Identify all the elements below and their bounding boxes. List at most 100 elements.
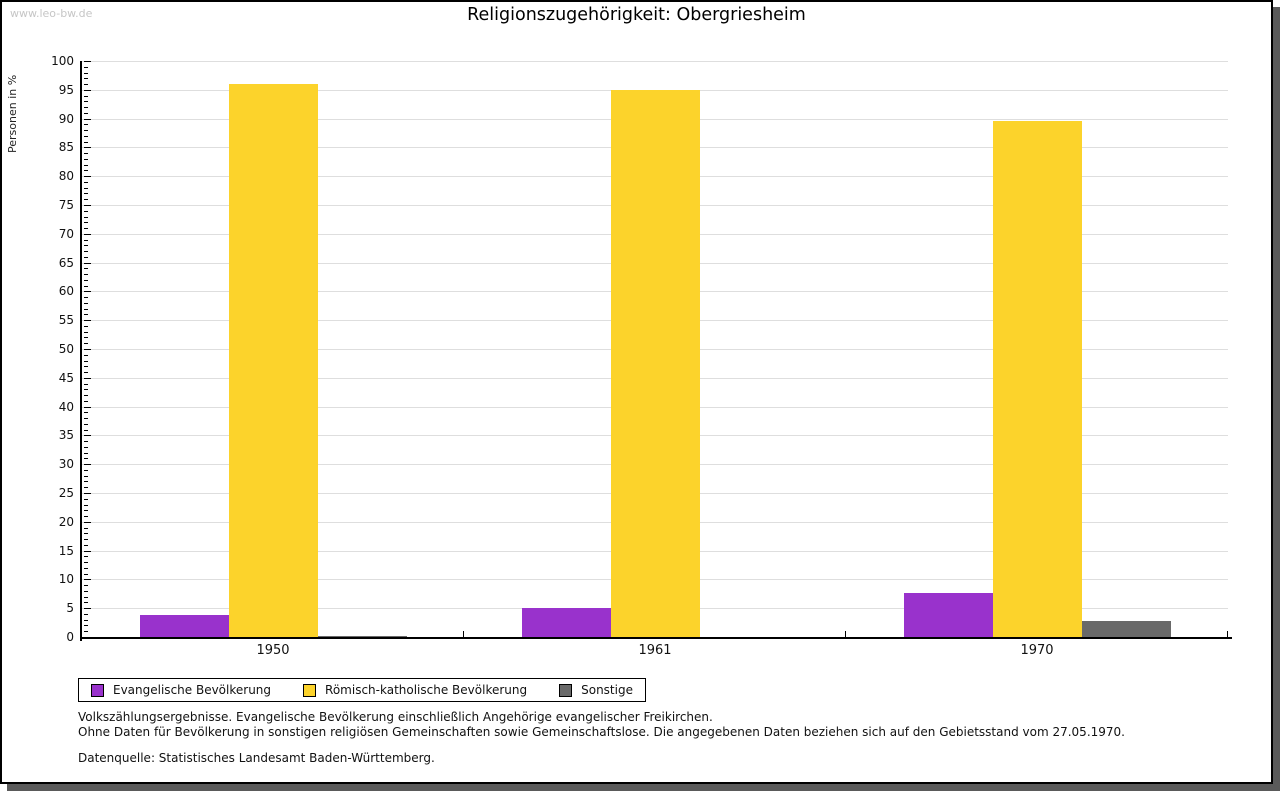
y-minor-tick <box>84 562 88 564</box>
y-major-tick <box>84 118 91 120</box>
y-tick-label-5: 5 <box>66 601 74 616</box>
y-minor-tick <box>84 181 88 183</box>
y-minor-tick <box>84 285 88 287</box>
y-major-tick <box>84 233 91 235</box>
bar-evangelische-bev-lkerung-1970 <box>903 592 993 637</box>
y-minor-tick <box>84 245 88 247</box>
y-minor-tick <box>84 441 88 443</box>
y-minor-tick <box>84 210 88 212</box>
y-minor-tick <box>84 429 88 431</box>
y-major-tick <box>84 521 91 523</box>
legend-label: Evangelische Bevölkerung <box>113 683 272 697</box>
y-minor-tick <box>84 256 88 258</box>
y-tick-label-35: 35 <box>58 428 74 443</box>
x-boundary-tick <box>1227 631 1228 637</box>
y-major-tick <box>84 377 91 379</box>
legend-swatch-evangelische-bev-lkerung <box>91 683 104 697</box>
y-minor-tick <box>84 533 88 535</box>
y-minor-tick <box>84 527 88 529</box>
y-minor-tick <box>84 124 88 126</box>
y-minor-tick <box>84 193 88 195</box>
footnote-line-1: Volkszählungsergebnisse. Evangelische Be… <box>78 710 713 724</box>
y-minor-tick <box>84 297 88 299</box>
x-axis-line <box>80 637 1232 639</box>
y-minor-tick <box>84 187 88 189</box>
y-minor-tick <box>84 78 88 80</box>
gridline <box>82 89 1228 91</box>
legend-swatch-r-misch-katholische-bev-lkerung <box>303 683 317 697</box>
y-tick-label-30: 30 <box>58 457 74 472</box>
y-minor-tick <box>84 556 88 558</box>
x-boundary-tick <box>463 631 464 637</box>
y-major-tick <box>84 435 91 437</box>
y-minor-tick <box>84 72 88 74</box>
y-tick-label-50: 50 <box>58 342 74 356</box>
y-tick-label-60: 60 <box>58 284 74 299</box>
y-minor-tick <box>84 101 88 103</box>
x-tick-label-1961: 1961 <box>638 643 672 658</box>
y-minor-tick <box>84 141 88 143</box>
y-minor-tick <box>84 308 88 310</box>
y-minor-tick <box>84 153 88 155</box>
y-major-tick <box>84 61 91 62</box>
legend: Evangelische Bevölkerung Römisch-katholis… <box>78 678 646 702</box>
y-minor-tick <box>84 314 88 316</box>
y-minor-tick <box>84 325 88 327</box>
y-axis-line <box>80 61 82 641</box>
legend-swatch-sonstige <box>559 683 573 697</box>
y-tick-label-0: 0 <box>66 630 74 644</box>
y-tick-label-95: 95 <box>58 82 74 97</box>
y-major-tick <box>84 608 91 610</box>
legend-item-r-misch-katholische-bev-lkerung: Römisch-katholische Bevölkerung <box>303 683 527 697</box>
y-minor-tick <box>84 596 88 598</box>
y-major-tick <box>84 176 91 178</box>
y-tick-label-25: 25 <box>58 486 74 500</box>
y-minor-tick <box>84 418 88 420</box>
y-tick-label-10: 10 <box>58 572 74 587</box>
y-tick-label-85: 85 <box>58 140 74 155</box>
x-tick-label-1950: 1950 <box>256 643 290 658</box>
y-minor-tick <box>84 573 88 575</box>
y-minor-tick <box>84 458 88 460</box>
y-minor-tick <box>84 199 88 201</box>
legend-label: Römisch-katholische Bevölkerung <box>325 683 528 697</box>
y-major-tick <box>84 493 91 494</box>
y-major-tick <box>84 147 91 149</box>
y-minor-tick <box>84 423 88 425</box>
y-minor-tick <box>84 107 88 109</box>
bar-evangelische-bev-lkerung-1950 <box>139 614 229 637</box>
y-major-tick <box>84 349 91 350</box>
y-minor-tick <box>84 585 88 587</box>
y-minor-tick <box>84 567 88 569</box>
y-minor-tick <box>84 613 88 615</box>
y-minor-tick <box>84 343 88 345</box>
y-minor-tick <box>84 498 88 500</box>
y-minor-tick <box>84 475 88 477</box>
y-minor-tick <box>84 469 88 471</box>
source-line: Datenquelle: Statistisches Landesamt Bad… <box>78 751 435 765</box>
y-tick-label-65: 65 <box>58 255 74 270</box>
y-minor-tick <box>84 216 88 218</box>
y-minor-tick <box>84 446 88 448</box>
y-minor-tick <box>84 274 88 276</box>
y-minor-tick <box>84 510 88 512</box>
y-minor-tick <box>84 619 88 621</box>
chart-title: Religionszugehörigkeit: Obergriesheim <box>467 5 806 25</box>
gridline <box>82 61 1228 62</box>
y-minor-tick <box>84 372 88 374</box>
y-minor-tick <box>84 354 88 356</box>
y-minor-tick <box>84 268 88 270</box>
y-minor-tick <box>84 602 88 604</box>
y-major-tick <box>84 320 91 322</box>
y-minor-tick <box>84 544 88 546</box>
y-major-tick <box>84 205 91 206</box>
y-minor-tick <box>84 239 88 241</box>
y-major-tick <box>84 89 91 91</box>
y-minor-tick <box>84 366 88 368</box>
y-major-tick <box>84 550 91 552</box>
footnotes: Volkszählungsergebnisse. Evangelische Be… <box>78 710 1125 740</box>
y-minor-tick <box>84 302 88 304</box>
bar-r-misch-katholische-bev-lkerung-1950 <box>228 84 318 637</box>
y-minor-tick <box>84 158 88 160</box>
